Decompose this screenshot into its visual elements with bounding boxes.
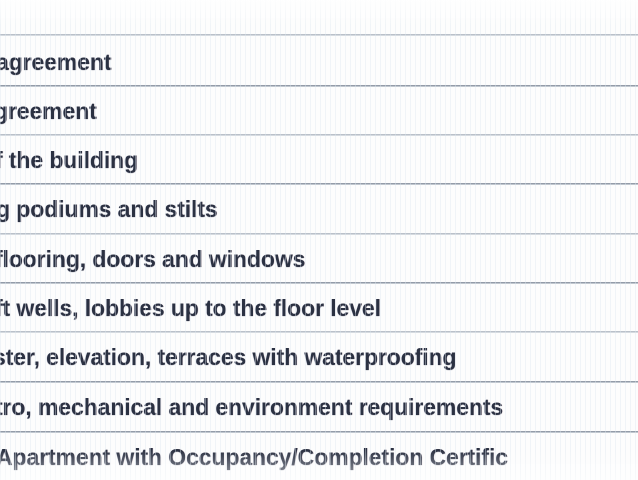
table-row: greement [0,88,638,135]
table-row-separator [0,34,638,36]
table-cell-text: Apartment with Occupancy/Completion Cert… [0,444,508,470]
table-row-separator [0,381,638,383]
table-cell-text: ft wells, lobbies up to the floor level [0,295,381,321]
table-row-separator [0,134,638,136]
table-cell-text: greement [0,98,97,124]
table-row: f the building [0,137,638,184]
table-row: agreement [0,37,638,86]
table-row-separator [0,331,638,333]
table-row: Apartment with Occupancy/Completion Cert… [0,434,638,480]
table-cell-text: f the building [0,147,138,173]
table-row-separator [0,431,638,433]
table-row: ft wells, lobbies up to the floor level [0,285,638,332]
table-cell-text: tro, mechanical and environment requirem… [0,394,504,420]
table-row: g podiums and stilts [0,186,638,234]
table-row-separator [0,282,638,284]
table-row-separator [0,183,638,185]
table-row: flooring, doors and windows [0,236,638,283]
table-cell-text: agreement [0,49,112,75]
table-cell-text: flooring, doors and windows [0,246,306,272]
table-row-separator [0,233,638,235]
table-cell-text: g podiums and stilts [0,196,218,222]
table-row: tro, mechanical and environment requirem… [0,384,638,432]
table-row: ster, elevation, terraces with waterproo… [0,334,638,382]
table-row-separator [0,85,638,87]
table-cell-text: ster, elevation, terraces with waterproo… [0,344,457,370]
